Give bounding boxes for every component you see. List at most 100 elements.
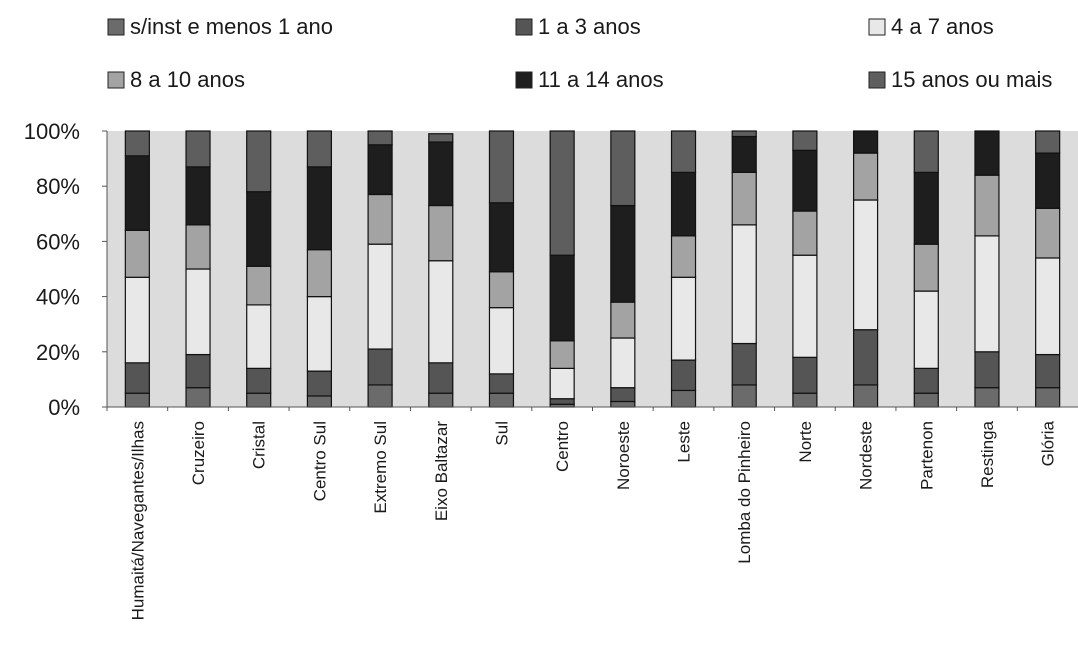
y-tick-label: 40% <box>36 285 80 310</box>
bar-segment-11-a-14-anos <box>549 254 575 342</box>
bar-stack-cristal <box>246 130 272 408</box>
bar-segment-s-inst-e-menos-1-ano <box>367 384 393 408</box>
legend-swatch <box>107 18 125 36</box>
bar-segment-4-a-7-anos <box>549 367 575 400</box>
bar-segment-s-inst-e-menos-1-ano <box>792 392 818 408</box>
bar-segment-4-a-7-anos <box>731 224 757 345</box>
x-tick-label: Partenon <box>917 421 936 490</box>
bar-segment-8-a-10-anos <box>610 301 636 339</box>
legend-item-11-a-14-anos: 11 a 14 anos <box>515 67 664 92</box>
bar-stack-extremo-sul <box>367 130 393 408</box>
bar-segment-15-anos-ou-mais <box>549 130 575 256</box>
x-tick-label: Nordeste <box>857 421 876 490</box>
bar-segment-1-a-3-anos <box>488 373 515 394</box>
bar-segment-4-a-7-anos <box>124 276 150 364</box>
bar-segment-4-a-7-anos <box>852 199 879 331</box>
bar-segment-8-a-10-anos <box>306 249 333 298</box>
bar-segment-8-a-10-anos <box>367 193 393 245</box>
axes: 0% 20% 40% 60% 80% 100% Humaitá/Navegantes/Ilh… <box>24 119 1078 620</box>
legend-label: 4 a 7 anos <box>891 14 994 39</box>
bar-stack-noroeste <box>610 130 636 408</box>
bar-segment-8-a-10-anos <box>974 174 1000 237</box>
bar-segment-s-inst-e-menos-1-ano <box>852 384 879 408</box>
bar-segment-15-anos-ou-mais <box>367 130 393 146</box>
bar-segment-s-inst-e-menos-1-ano <box>1035 387 1061 408</box>
bar-segment-15-anos-ou-mais <box>124 130 150 157</box>
legend-label: 11 a 14 anos <box>538 67 664 92</box>
y-tick-label: 80% <box>36 174 80 199</box>
bar-segment-1-a-3-anos <box>185 353 211 389</box>
x-tick-label: Extremo Sul <box>371 421 390 514</box>
bar-segment-s-inst-e-menos-1-ano <box>428 392 454 408</box>
bar-segment-1-a-3-anos <box>610 387 636 403</box>
bar-segment-15-anos-ou-mais <box>610 130 636 207</box>
bar-stack-nordeste <box>852 130 879 408</box>
x-tick-label: Lomba do Pinheiro <box>735 421 754 564</box>
bar-segment-15-anos-ou-mais <box>488 130 515 204</box>
bar-segment-4-a-7-anos <box>610 337 636 389</box>
legend-item-8-a-10-anos: 8 a 10 anos <box>107 67 245 92</box>
legend-label: 15 anos ou mais <box>891 67 1052 92</box>
bar-segment-15-anos-ou-mais <box>731 130 757 138</box>
bar-segment-8-a-10-anos <box>731 171 757 226</box>
x-tick-label: Sul <box>492 421 511 446</box>
bar-segment-1-a-3-anos <box>974 351 1000 389</box>
bar-segment-1-a-3-anos <box>792 356 818 394</box>
bar-segment-11-a-14-anos <box>731 135 757 174</box>
bar-segment-11-a-14-anos <box>185 166 211 226</box>
legend-swatch <box>515 18 533 36</box>
bar-stack-lomba-do-pinheiro <box>731 130 757 408</box>
bar-segment-15-anos-ou-mais <box>428 133 454 143</box>
bar-segment-8-a-10-anos <box>185 224 211 270</box>
legend-swatch <box>107 71 125 89</box>
y-tick-label: 20% <box>36 340 80 365</box>
bar-segment-s-inst-e-menos-1-ano <box>974 387 1000 408</box>
bar-segment-4-a-7-anos <box>185 268 211 356</box>
bar-segment-11-a-14-anos <box>367 144 393 196</box>
bar-segment-15-anos-ou-mais <box>185 130 211 168</box>
bar-segment-11-a-14-anos <box>974 130 1000 176</box>
legend-label: 8 a 10 anos <box>130 67 245 92</box>
bar-segment-1-a-3-anos <box>913 367 939 394</box>
x-tick-label: Glória <box>1039 420 1058 466</box>
bar-segment-1-a-3-anos <box>670 359 697 392</box>
bar-stack-norte <box>792 130 818 408</box>
bar-segment-4-a-7-anos <box>670 276 697 361</box>
bar-segment-4-a-7-anos <box>488 307 515 375</box>
bar-segment-s-inst-e-menos-1-ano <box>610 400 636 408</box>
bar-segment-1-a-3-anos <box>549 398 575 405</box>
bar-segment-11-a-14-anos <box>852 130 879 154</box>
y-tick-label: 60% <box>36 229 80 254</box>
x-tick-label: Norte <box>796 421 815 463</box>
x-tick-label: Centro <box>553 421 572 472</box>
bar-stack-restinga <box>974 130 1000 408</box>
bar-stack-humaita-navegantes-ilhas <box>124 130 150 408</box>
bar-segment-15-anos-ou-mais <box>1035 130 1061 154</box>
bar-segment-11-a-14-anos <box>610 204 636 303</box>
bar-segment-11-a-14-anos <box>306 166 333 251</box>
bar-stack-eixo-baltazar <box>428 133 454 408</box>
bar-segment-1-a-3-anos <box>124 362 150 394</box>
bar-segment-1-a-3-anos <box>1035 353 1061 389</box>
bar-segment-1-a-3-anos <box>852 329 879 386</box>
bar-segment-4-a-7-anos <box>246 304 272 369</box>
bar-segment-8-a-10-anos <box>124 229 150 278</box>
x-tick-label: Leste <box>675 421 694 463</box>
bar-segment-11-a-14-anos <box>913 171 939 245</box>
bar-segment-4-a-7-anos <box>792 254 818 358</box>
bar-segment-1-a-3-anos <box>306 370 333 397</box>
x-tick-label: Cruzeiro <box>189 421 208 485</box>
bar-segment-11-a-14-anos <box>124 155 150 231</box>
bar-segment-4-a-7-anos <box>1035 257 1061 356</box>
legend-label: 1 a 3 anos <box>538 14 641 39</box>
bar-segment-8-a-10-anos <box>246 265 272 306</box>
bar-segment-s-inst-e-menos-1-ano <box>488 392 515 408</box>
legend: s/inst e menos 1 ano 1 a 3 anos 4 a 7 anos… <box>107 14 1052 92</box>
bar-segment-1-a-3-anos <box>367 348 393 386</box>
legend-item-4-a-7-anos: 4 a 7 anos <box>868 14 994 39</box>
x-tick-label: Restinga <box>978 420 997 488</box>
x-tick-label: Centro Sul <box>310 421 329 501</box>
bar-stack-centro-sul <box>306 130 333 408</box>
bar-stack-leste <box>670 130 697 408</box>
